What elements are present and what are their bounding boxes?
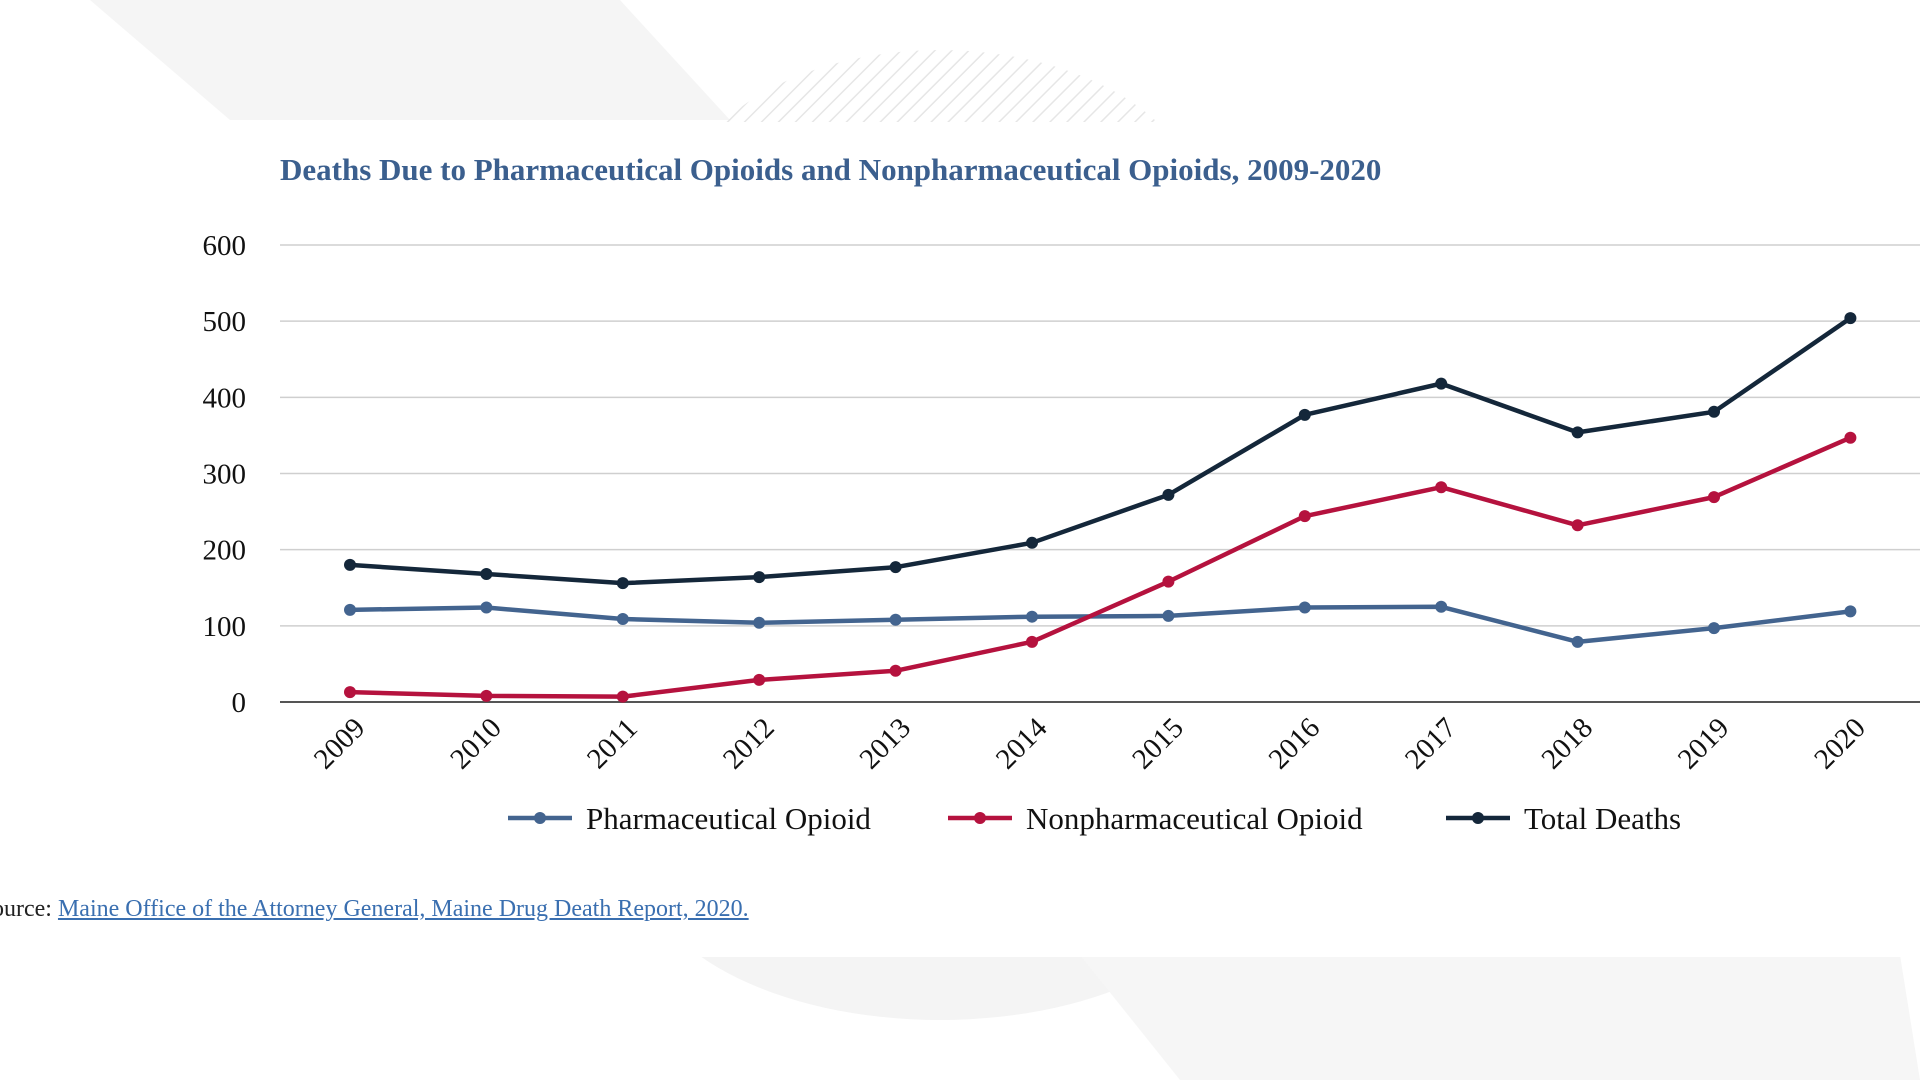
x-tick-label: 2015 bbox=[1126, 712, 1190, 776]
y-axis-ticks: 0 100 200 300 400 500 600 bbox=[203, 230, 247, 719]
data-point bbox=[1298, 510, 1311, 523]
legend-swatch-dot bbox=[534, 812, 546, 824]
data-point bbox=[1708, 405, 1720, 418]
source-link[interactable]: Maine Office of the Attorney General, Ma… bbox=[57, 896, 749, 922]
data-point bbox=[889, 664, 902, 677]
legend-swatch-dot bbox=[974, 812, 986, 824]
data-point bbox=[480, 689, 493, 702]
x-axis-ticks: 2009 2010 2011 2012 2013 2014 2015 2016 2017 2018… bbox=[308, 711, 1872, 775]
legend-label: Total Deaths bbox=[1524, 801, 1681, 836]
x-tick-label: 2016 bbox=[1263, 712, 1327, 776]
legend: Pharmaceutical Opioid Nonpharmaceutical O… bbox=[508, 801, 1681, 836]
data-point bbox=[1298, 408, 1311, 421]
data-point bbox=[616, 612, 629, 625]
legend-item: Pharmaceutical Opioid bbox=[508, 801, 871, 836]
x-tick-label: 2019 bbox=[1672, 712, 1736, 776]
data-point bbox=[480, 568, 493, 581]
data-point bbox=[1026, 536, 1038, 549]
legend-label: Nonpharmaceutical Opioid bbox=[1026, 801, 1363, 836]
data-point bbox=[1435, 481, 1448, 494]
data-point bbox=[1162, 488, 1175, 501]
y-tick-label: 100 bbox=[203, 611, 247, 643]
legend-item: Total Deaths bbox=[1446, 801, 1681, 836]
data-point bbox=[1571, 635, 1584, 648]
data-point bbox=[889, 561, 902, 574]
x-tick-label: 2014 bbox=[990, 711, 1054, 775]
data-point bbox=[1026, 635, 1038, 648]
y-tick-label: 500 bbox=[203, 306, 247, 338]
x-tick-label: 2012 bbox=[717, 712, 781, 776]
x-tick-label: 2018 bbox=[1535, 712, 1599, 776]
data-point bbox=[1162, 575, 1175, 588]
series-nonpharmaceutical-opioid bbox=[344, 431, 1857, 703]
data-point bbox=[889, 613, 902, 626]
data-point bbox=[1435, 377, 1448, 390]
series-line bbox=[349, 604, 1851, 645]
x-tick-label: 2011 bbox=[581, 712, 644, 775]
y-tick-label: 600 bbox=[203, 230, 247, 262]
data-point bbox=[616, 577, 629, 590]
source-prefix: ource: bbox=[0, 896, 52, 922]
x-tick-label: 2010 bbox=[444, 712, 508, 776]
legend-swatch-dot bbox=[1472, 812, 1484, 824]
x-tick-label: 2009 bbox=[308, 712, 372, 776]
legend-label: Pharmaceutical Opioid bbox=[586, 801, 871, 836]
y-tick-label: 400 bbox=[203, 382, 247, 414]
data-point bbox=[1571, 519, 1584, 532]
series-line bbox=[349, 435, 1852, 699]
data-point bbox=[1435, 600, 1448, 613]
y-tick-label: 300 bbox=[203, 459, 247, 491]
series-line bbox=[349, 316, 1852, 586]
data-point bbox=[1844, 431, 1857, 444]
data-point bbox=[753, 616, 766, 629]
series-group bbox=[344, 312, 1857, 703]
gridlines bbox=[280, 244, 1920, 627]
source-note: ource: Maine Office of the Attorney Gene… bbox=[0, 896, 749, 923]
data-point bbox=[1298, 601, 1311, 614]
series-total-deaths bbox=[344, 312, 1857, 590]
x-tick-label: 2013 bbox=[853, 712, 917, 776]
legend-item: Nonpharmaceutical Opioid bbox=[948, 801, 1363, 836]
data-point bbox=[753, 571, 766, 584]
y-tick-label: 200 bbox=[203, 535, 247, 567]
data-point bbox=[344, 686, 356, 699]
data-point bbox=[1162, 609, 1175, 622]
data-point bbox=[1844, 312, 1857, 325]
data-point bbox=[753, 673, 766, 686]
data-point bbox=[344, 603, 356, 616]
data-point bbox=[1844, 605, 1857, 618]
data-point bbox=[1708, 491, 1720, 504]
y-tick-label: 0 bbox=[232, 687, 247, 719]
data-point bbox=[1571, 426, 1584, 439]
series-pharmaceutical-opioid bbox=[344, 600, 1857, 648]
x-tick-label: 2020 bbox=[1808, 712, 1872, 776]
data-point bbox=[1708, 622, 1720, 635]
x-tick-label: 2017 bbox=[1399, 712, 1463, 776]
data-point bbox=[344, 558, 356, 571]
data-point bbox=[480, 601, 493, 614]
data-point bbox=[616, 690, 629, 703]
chart-title: Deaths Due to Pharmaceutical Opioids and… bbox=[280, 152, 1382, 187]
data-point bbox=[1026, 610, 1038, 623]
